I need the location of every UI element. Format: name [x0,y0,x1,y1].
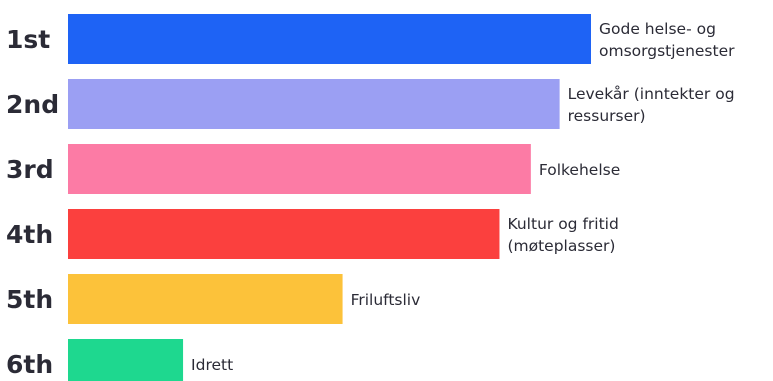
bar-label-1st-line-1: Gode helse- og [599,20,716,38]
rank-label-3rd: 3rd [6,155,54,184]
rank-label-4th: 4th [6,220,53,249]
bar-1st [68,14,591,64]
rank-label-1st: 1st [6,25,50,54]
rank-label-2nd: 2nd [6,90,59,119]
bar-6th [68,339,184,381]
bar-label-2nd-line-1: Levekår (inntekter og [568,85,735,103]
bar-5th [68,274,343,324]
bar-label-4th-line-2: (møteplasser) [507,237,615,255]
bar-label-4th-line-1: Kultur og fritid [507,215,618,233]
rank-label-5th: 5th [6,285,53,314]
bar-label-6th-line-1: Idrett [191,356,233,374]
bar-label-1st-line-2: omsorgstjenester [599,42,735,60]
bar-label-3rd-line-1: Folkehelse [539,161,620,179]
rank-label-6th: 6th [6,350,53,379]
bar-label-2nd-line-2: ressurser) [568,107,646,125]
bar-label-5th-line-1: Friluftsliv [351,291,421,309]
bar-2nd [68,79,560,129]
bar-3rd [68,144,531,194]
bar-4th [68,209,500,259]
